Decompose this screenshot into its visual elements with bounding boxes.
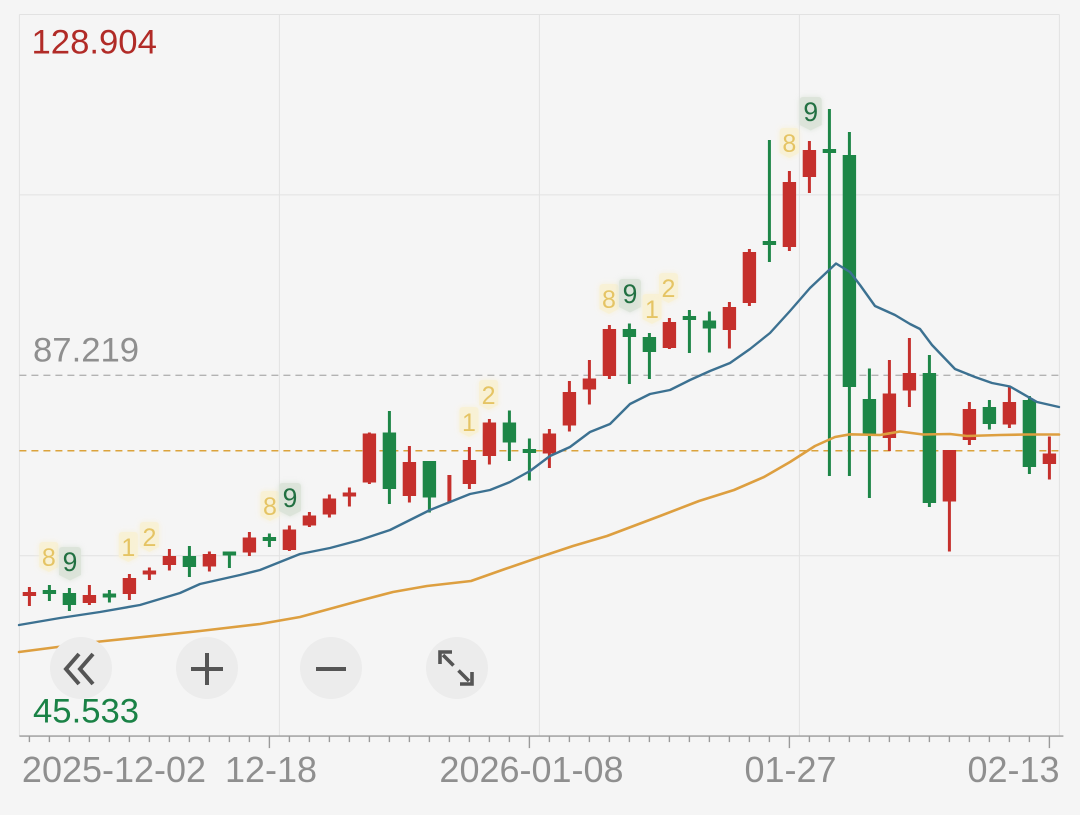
svg-text:87.219: 87.219 [33, 332, 139, 370]
svg-text:2: 2 [142, 524, 156, 552]
svg-text:2: 2 [482, 382, 496, 410]
svg-text:1: 1 [462, 409, 476, 437]
svg-text:8: 8 [602, 286, 616, 314]
svg-text:8: 8 [782, 130, 796, 158]
svg-text:2: 2 [662, 275, 676, 303]
svg-text:9: 9 [283, 483, 298, 513]
svg-text:2026-01-08: 2026-01-08 [439, 749, 623, 790]
svg-text:12-18: 12-18 [225, 749, 317, 790]
svg-text:01-27: 01-27 [744, 749, 836, 790]
svg-text:9: 9 [623, 279, 638, 309]
svg-text:02-13: 02-13 [967, 749, 1059, 790]
svg-text:2025-12-02: 2025-12-02 [22, 749, 206, 790]
svg-text:8: 8 [42, 544, 56, 572]
svg-text:9: 9 [803, 97, 818, 127]
svg-text:9: 9 [63, 547, 78, 577]
svg-text:1: 1 [645, 296, 659, 324]
svg-text:128.904: 128.904 [32, 23, 157, 61]
svg-text:45.533: 45.533 [33, 693, 139, 731]
svg-text:8: 8 [263, 493, 277, 521]
svg-text:1: 1 [121, 534, 135, 562]
